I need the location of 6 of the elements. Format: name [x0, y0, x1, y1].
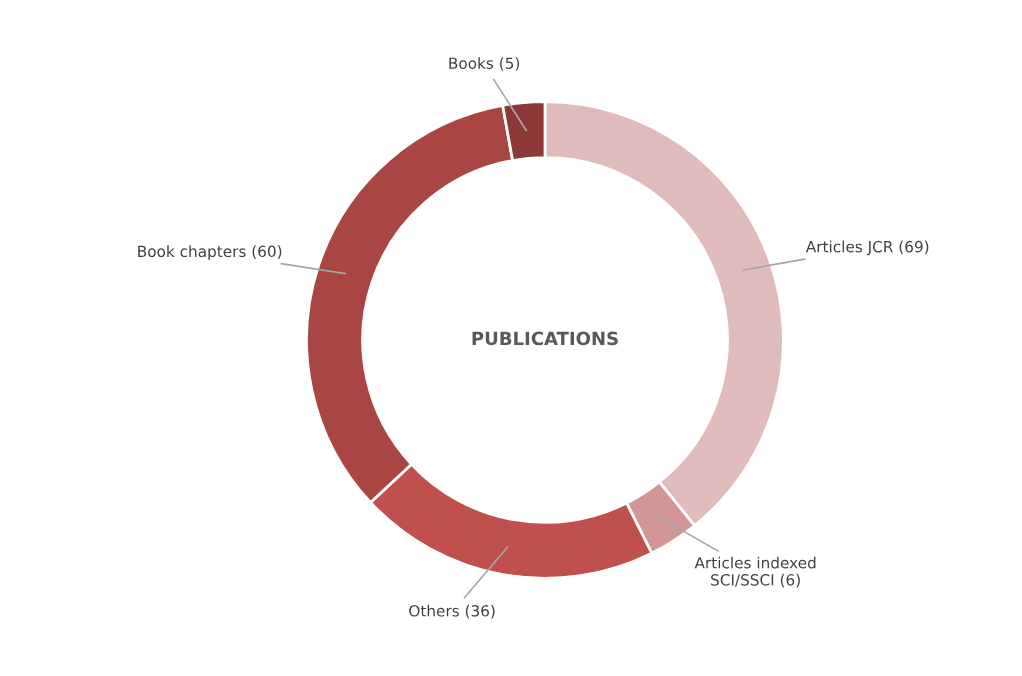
slice-label: Articles indexed SCI/SSCI (6): [694, 556, 816, 588]
slice-label: Book chapters (60): [138, 245, 282, 261]
slice-label: Articles JCR (69): [805, 240, 929, 256]
slice-label: Others (36): [409, 604, 495, 619]
text: PUBLICATIONS: [472, 331, 618, 346]
slice-label: Books (5): [449, 57, 520, 71]
